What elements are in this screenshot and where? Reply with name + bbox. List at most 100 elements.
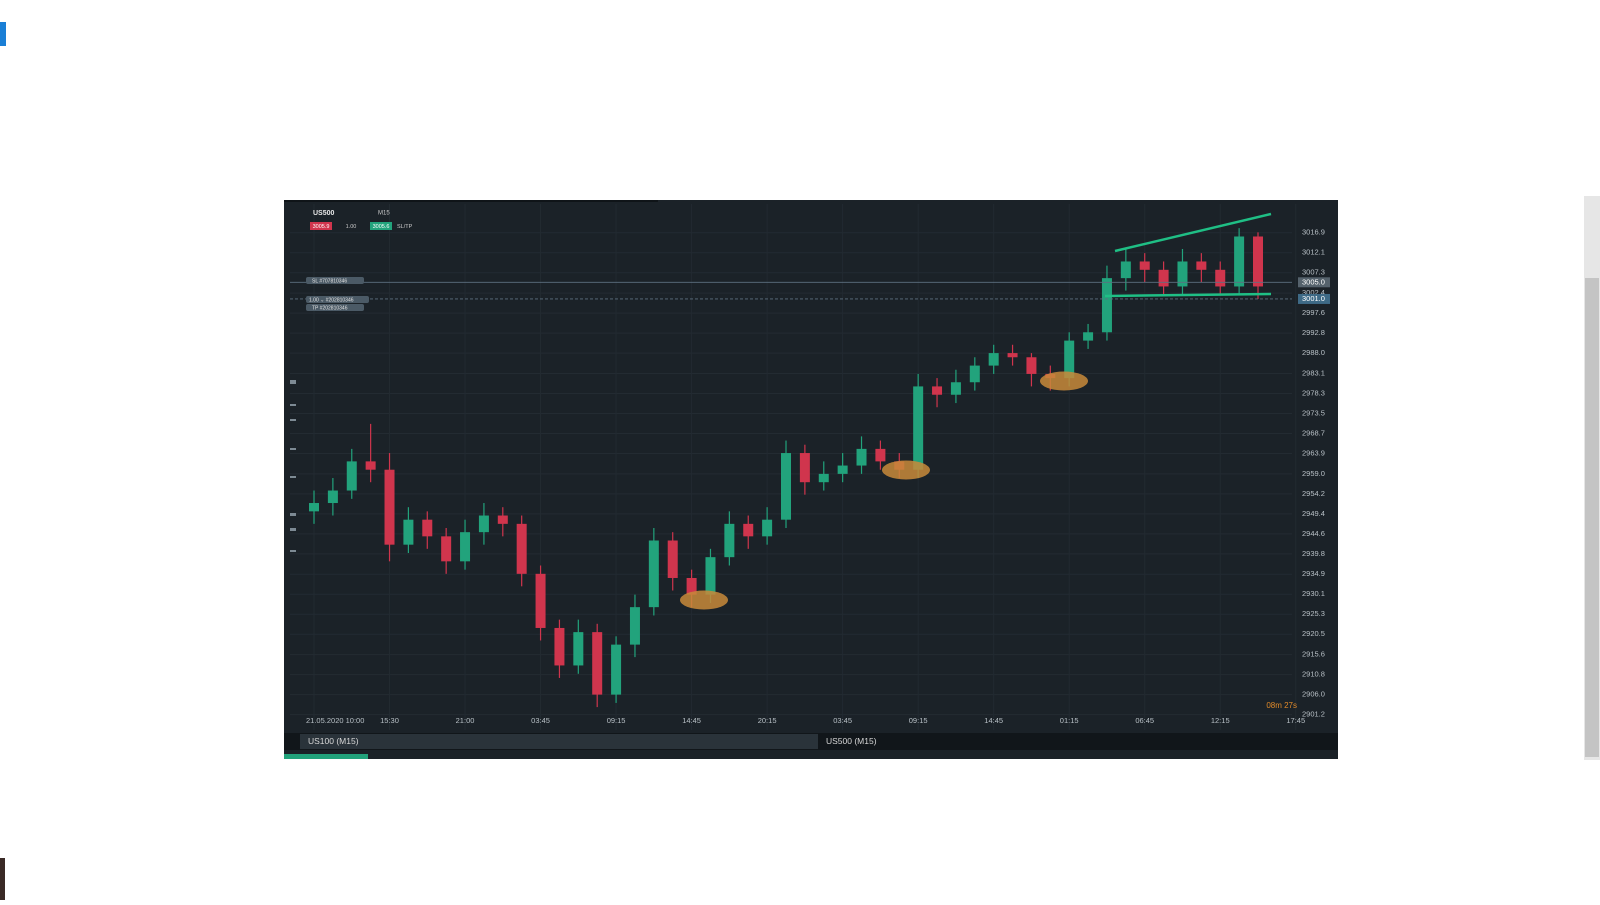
sell-button[interactable]: [310, 222, 332, 230]
candle-body: [856, 448, 867, 466]
candle-body: [837, 465, 848, 474]
trend-line: [1114, 212, 1272, 253]
candle-body: [743, 523, 754, 537]
active-panel-tab[interactable]: [284, 754, 368, 759]
y-tick-label: 2939.8: [1302, 549, 1325, 558]
highlight: [882, 460, 930, 480]
tab-label[interactable]: US500 (M15): [826, 736, 877, 746]
trend-line: [1104, 292, 1272, 298]
tool-icon[interactable]: [290, 528, 296, 531]
y-tick-label: 2968.7: [1302, 428, 1325, 437]
candle-body: [441, 536, 452, 562]
candle-body: [554, 627, 565, 666]
y-tick-label: 2963.9: [1302, 448, 1325, 457]
candle-body: [686, 577, 697, 595]
y-tick-label: 2910.8: [1302, 670, 1325, 679]
candle-body: [592, 632, 603, 695]
candle-body: [1139, 261, 1150, 270]
y-tick-label: 3002.4: [1302, 288, 1325, 297]
y-tick-label: 2973.5: [1302, 408, 1325, 417]
highlight: [680, 590, 728, 610]
tool-icon[interactable]: [290, 550, 296, 552]
x-tick-label: 21.05.2020 10:00: [306, 716, 364, 725]
candle-body: [988, 353, 999, 366]
candle-body: [1196, 261, 1207, 270]
y-tick-label: 2925.3: [1302, 609, 1325, 618]
candle-body: [1234, 236, 1245, 287]
x-tick-label: 14:45: [682, 716, 701, 725]
tool-icon[interactable]: [290, 404, 296, 406]
position-label: 1.00 ⌄ #202810346: [309, 297, 354, 303]
highlight: [1040, 371, 1088, 391]
timer: 08m 27s: [1266, 701, 1297, 710]
candle-body: [460, 532, 471, 562]
x-tick-label: 12:15: [1211, 716, 1230, 725]
y-tick-label: 2988.0: [1302, 348, 1325, 357]
candle-body: [403, 519, 414, 545]
volume[interactable]: 1.00: [346, 224, 357, 230]
candle-body: [497, 515, 508, 524]
candle-body: [516, 523, 527, 574]
buy-price[interactable]: 3005.6: [373, 224, 390, 230]
candle-body: [762, 519, 773, 537]
sltp[interactable]: SL/TP: [397, 224, 413, 230]
y-tick-label: 2901.2: [1302, 710, 1325, 719]
price-marker: [1298, 293, 1330, 304]
candle-body: [1026, 357, 1037, 374]
candle-body: [535, 573, 546, 628]
candle-body: [969, 365, 980, 383]
candle-body: [422, 519, 433, 537]
x-tick-label: 17:45: [1286, 716, 1305, 725]
candle-body: [1083, 332, 1094, 341]
candle-body: [1120, 261, 1131, 279]
timeframe[interactable]: M15: [378, 211, 390, 217]
y-tick-label: 3007.3: [1302, 268, 1325, 277]
scrollbar-thumb[interactable]: [1585, 278, 1599, 757]
sell-price[interactable]: 3005.9: [313, 224, 330, 230]
candle-body: [950, 382, 961, 395]
candle-body: [309, 503, 319, 512]
candle-body: [799, 453, 810, 483]
y-tick-label: 2920.5: [1302, 629, 1325, 638]
candle-body: [384, 469, 395, 545]
x-tick-label: 21:00: [456, 716, 475, 725]
tool-icon[interactable]: [290, 448, 296, 450]
tool-icon[interactable]: [290, 419, 296, 421]
y-tick-label: 3012.1: [1302, 248, 1325, 257]
candle-body: [913, 386, 924, 470]
tp-tag[interactable]: [306, 304, 364, 311]
x-tick-label: 15:30: [380, 716, 399, 725]
candle-body: [705, 557, 716, 595]
candle-body: [327, 490, 338, 504]
candle-body: [1101, 278, 1112, 333]
sl-tag[interactable]: [306, 277, 364, 284]
y-tick-label: 2978.3: [1302, 388, 1325, 397]
candle-body: [1177, 261, 1188, 287]
tab[interactable]: [300, 734, 818, 749]
tool-icon[interactable]: [290, 476, 296, 478]
x-tick-label: 06:45: [1135, 716, 1154, 725]
candle-body: [478, 515, 489, 533]
tool-strip: [290, 380, 296, 552]
candle-body: [1158, 269, 1169, 287]
position-tag[interactable]: [306, 296, 369, 303]
candle-body: [611, 644, 622, 695]
symbol[interactable]: US500: [313, 210, 335, 217]
tool-icon[interactable]: [290, 380, 296, 384]
candle-body: [629, 607, 640, 645]
candle-body: [1253, 236, 1263, 287]
x-tick-label: 14:45: [984, 716, 1003, 725]
candle-body: [648, 540, 659, 608]
candle-body: [724, 523, 735, 558]
sl-label: SL #707810346: [312, 278, 347, 284]
candle-body: [875, 448, 886, 462]
tool-icon[interactable]: [290, 513, 296, 516]
frame-top: [284, 200, 658, 202]
y-tick-label: 2934.9: [1302, 569, 1325, 578]
tab-label[interactable]: US100 (M15): [308, 736, 359, 746]
y-tick-label: 2930.1: [1302, 589, 1325, 598]
y-tick-label: 2992.8: [1302, 328, 1325, 337]
buy-button[interactable]: [370, 222, 392, 230]
